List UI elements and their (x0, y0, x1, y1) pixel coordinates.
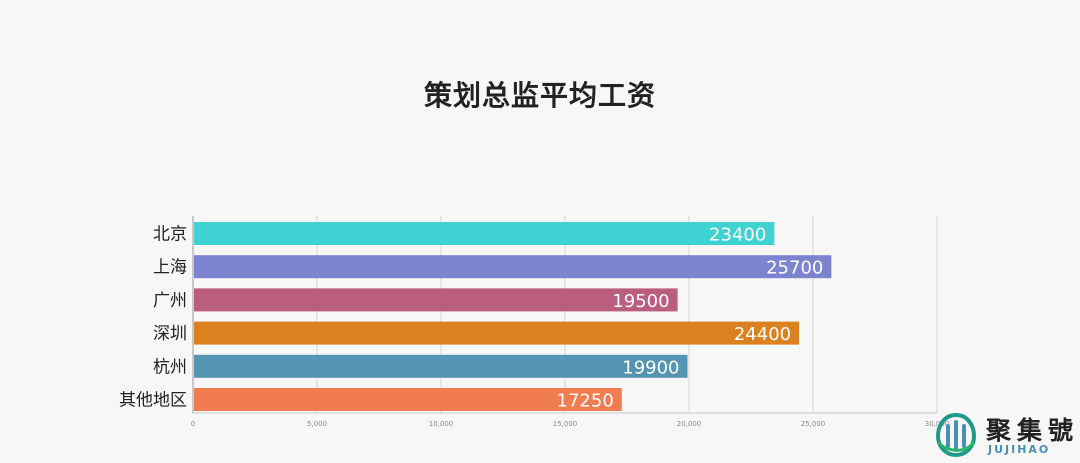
data-label: 19900 (622, 357, 679, 378)
data-label: 19500 (612, 291, 669, 312)
data-label: 24400 (734, 324, 791, 345)
x-tick-label: 5,000 (307, 420, 327, 428)
bar (194, 354, 688, 378)
bar (194, 321, 800, 345)
category-label: 广州 (153, 291, 187, 311)
chart-title: 策划总监平均工资 (423, 79, 656, 112)
category-label: 杭州 (153, 357, 187, 377)
logo-text-en: JUJIHAO (988, 443, 1051, 456)
x-tick-label: 30,000 (925, 420, 950, 428)
category-label: 上海 (153, 258, 187, 278)
data-label: 23400 (709, 225, 766, 246)
category-label: 北京 (153, 225, 187, 245)
category-label: 其他地区 (119, 391, 187, 411)
x-tick-label: 20,000 (677, 420, 702, 428)
bar (194, 388, 622, 411)
data-label: 25700 (766, 258, 823, 279)
x-tick-label: 25,000 (801, 420, 826, 428)
bar (194, 222, 775, 245)
x-tick-label: 0 (191, 420, 195, 428)
bar (194, 255, 832, 279)
bar (194, 288, 678, 312)
x-tick-label: 10,000 (429, 420, 454, 428)
logo-mark-icon (936, 412, 976, 458)
category-label: 深圳 (153, 324, 187, 344)
jujihao-logo: 聚集號 JUJIHAO (936, 410, 1080, 463)
data-label: 17250 (557, 391, 614, 412)
x-tick-label: 15,000 (553, 420, 578, 428)
logo-text-cn: 聚集號 (986, 416, 1080, 445)
